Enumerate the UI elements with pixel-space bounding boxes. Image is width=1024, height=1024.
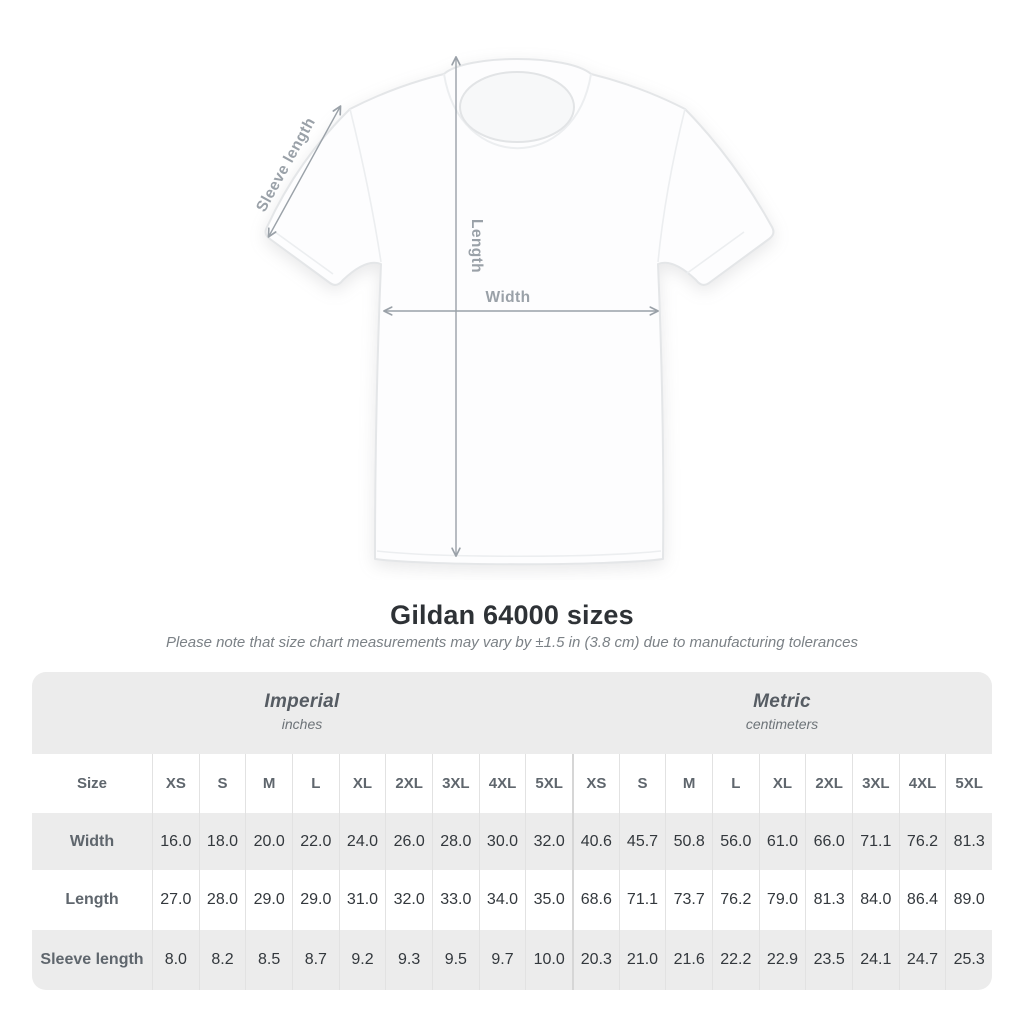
metric-group-label: Metric — [753, 690, 811, 712]
size-column-header: S — [618, 754, 666, 813]
size-column-header: XS — [572, 754, 619, 813]
measurement-cell: 20.0 — [245, 813, 292, 870]
size-column-header: M — [245, 754, 292, 813]
size-column-header: 4XL — [478, 754, 526, 813]
size-column-header: 5XL — [525, 754, 572, 813]
measurement-cell: 22.9 — [758, 930, 806, 990]
size-column-header: 2XL — [385, 754, 432, 813]
measurement-cell: 79.0 — [758, 870, 806, 930]
measurement-cell: 18.0 — [198, 813, 246, 870]
measurement-cell: 56.0 — [712, 813, 759, 870]
size-column-header: XL — [758, 754, 806, 813]
imperial-group-unit: inches — [281, 715, 323, 732]
measurement-cell: 22.2 — [712, 930, 759, 990]
tshirt-measurement-diagram: Width Length Sleeve length — [230, 10, 790, 580]
measurement-cell: 25.3 — [945, 930, 992, 990]
size-column-header: 2XL — [805, 754, 852, 813]
width-annotation-label: Width — [486, 289, 531, 306]
size-table: Imperial inches Metric centimeters Size … — [32, 672, 992, 990]
measurement-cell: 8.5 — [245, 930, 292, 990]
measurement-cell: 86.4 — [898, 870, 946, 930]
size-column-header: L — [712, 754, 759, 813]
measurement-cell: 76.2 — [898, 813, 946, 870]
metric-group-header: Metric centimeters — [572, 672, 992, 754]
size-column-header: M — [665, 754, 712, 813]
measurement-cell: 34.0 — [478, 870, 526, 930]
measurement-cell: 23.5 — [805, 930, 852, 990]
size-column-header: 4XL — [898, 754, 946, 813]
measurement-cell: 28.0 — [432, 813, 479, 870]
measurement-cell: 22.0 — [292, 813, 339, 870]
measurement-cell: 30.0 — [478, 813, 526, 870]
measurement-cell: 81.3 — [805, 870, 852, 930]
measurement-cell: 24.7 — [898, 930, 946, 990]
size-column-header: XL — [338, 754, 386, 813]
page-title: Gildan 64000 sizes — [390, 600, 634, 630]
measurement-cell: 31.0 — [338, 870, 386, 930]
measurement-cell: 8.2 — [198, 930, 246, 990]
measurement-cell: 61.0 — [758, 813, 806, 870]
measurement-cell: 35.0 — [525, 870, 572, 930]
size-column-header: XS — [152, 754, 199, 813]
measurement-cell: 89.0 — [945, 870, 992, 930]
size-corner-header: Size — [32, 754, 152, 813]
measurement-cell: 21.6 — [665, 930, 712, 990]
measurement-cell: 28.0 — [198, 870, 246, 930]
measurement-cell: 9.5 — [432, 930, 479, 990]
imperial-group-header: Imperial inches — [32, 672, 572, 754]
tolerance-note: Please note that size chart measurements… — [166, 634, 858, 651]
row-label: Sleeve length — [32, 930, 152, 990]
measurement-cell: 9.7 — [478, 930, 526, 990]
measurement-cell: 71.1 — [618, 870, 666, 930]
measurement-cell: 32.0 — [525, 813, 572, 870]
measurement-cell: 8.0 — [152, 930, 199, 990]
measurement-cell: 8.7 — [292, 930, 339, 990]
size-column-header: 3XL — [852, 754, 899, 813]
measurement-cell: 20.3 — [572, 930, 619, 990]
neck-opening — [459, 71, 575, 143]
row-label: Length — [32, 870, 152, 930]
measurement-cell: 33.0 — [432, 870, 479, 930]
size-column-header: 3XL — [432, 754, 479, 813]
measurement-cell: 68.6 — [572, 870, 619, 930]
tshirt-illustration: Width Length Sleeve length — [253, 56, 775, 566]
length-annotation-label: Length — [468, 219, 485, 273]
size-column-header: S — [198, 754, 246, 813]
measurement-cell: 50.8 — [665, 813, 712, 870]
measurement-cell: 76.2 — [712, 870, 759, 930]
row-label: Width — [32, 813, 152, 870]
measurement-cell: 9.2 — [338, 930, 386, 990]
metric-group-unit: centimeters — [745, 715, 819, 732]
measurement-cell: 26.0 — [385, 813, 432, 870]
measurement-cell: 29.0 — [292, 870, 339, 930]
measurement-cell: 66.0 — [805, 813, 852, 870]
sleeve-length-arrow — [267, 105, 342, 238]
measurement-cell: 9.3 — [385, 930, 432, 990]
size-column-header: 5XL — [945, 754, 992, 813]
measurement-cell: 73.7 — [665, 870, 712, 930]
size-column-header: L — [292, 754, 339, 813]
measurement-cell: 24.1 — [852, 930, 899, 990]
measurement-cell: 29.0 — [245, 870, 292, 930]
measurement-cell: 81.3 — [945, 813, 992, 870]
measurement-cell: 21.0 — [618, 930, 666, 990]
measurement-cell: 45.7 — [618, 813, 666, 870]
measurement-cell: 16.0 — [152, 813, 199, 870]
measurement-arrows — [267, 56, 659, 557]
measurement-cell: 71.1 — [852, 813, 899, 870]
measurement-cell: 27.0 — [152, 870, 199, 930]
measurement-cell: 32.0 — [385, 870, 432, 930]
measurement-cell: 10.0 — [525, 930, 572, 990]
measurement-cell: 84.0 — [852, 870, 899, 930]
measurement-cell: 40.6 — [572, 813, 619, 870]
measurement-cell: 24.0 — [338, 813, 386, 870]
imperial-group-label: Imperial — [264, 690, 340, 712]
